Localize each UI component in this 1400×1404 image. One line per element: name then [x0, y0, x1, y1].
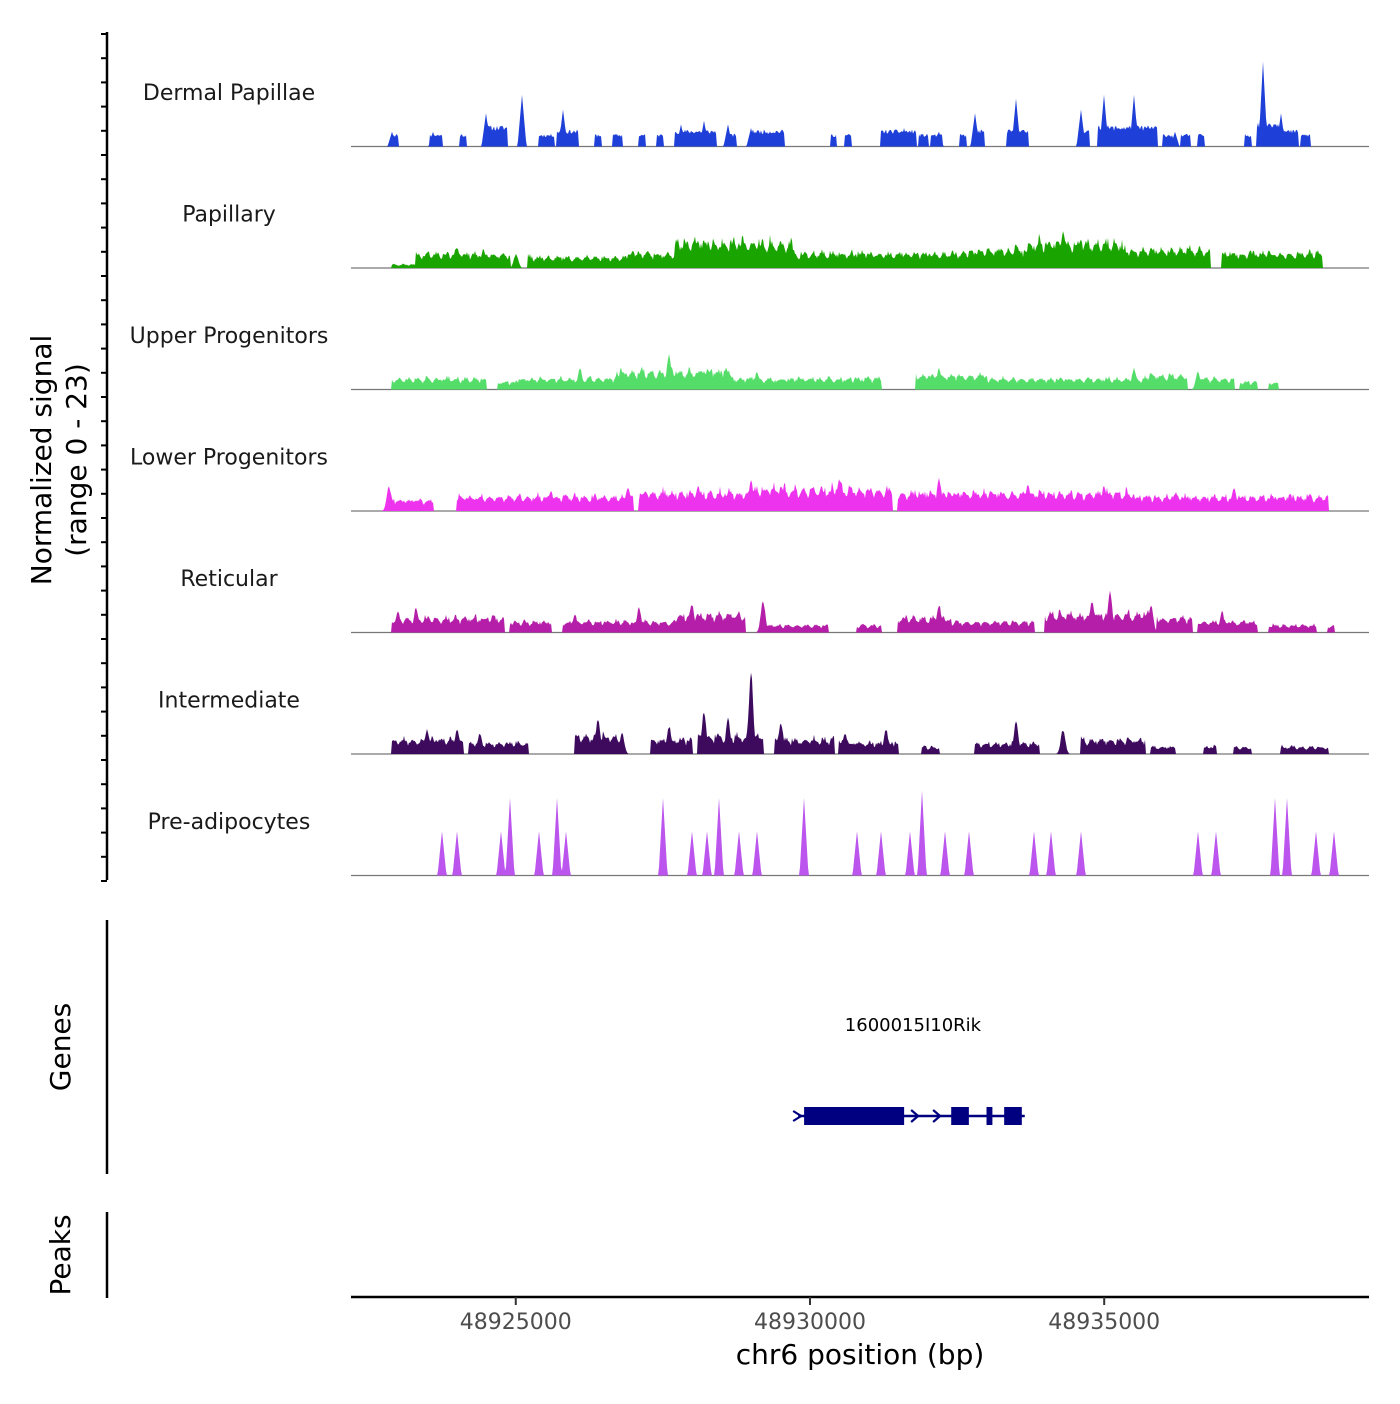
genes-panel-label: Genes [44, 1003, 77, 1091]
y-axis-range-label: (range 0 - 23) [60, 363, 93, 557]
gene-start-marker [793, 1111, 801, 1121]
track-lower-progenitors: Lower Progenitors [130, 446, 1369, 512]
signal-y-axis [101, 32, 107, 881]
gene-exon [987, 1107, 993, 1125]
track-label: Lower Progenitors [130, 446, 328, 471]
signal-tracks: Dermal Papillae Papillary Upper Progenitor… [130, 62, 1369, 876]
track-upper-progenitors: Upper Progenitors [130, 324, 1369, 390]
coverage-figure: Dermal Papillae Papillary Upper Progenitor… [0, 0, 1400, 1400]
track-label: Papillary [182, 203, 276, 228]
track-dermal-papillae: Dermal Papillae [143, 62, 1369, 147]
track-label: Dermal Papillae [143, 81, 315, 106]
peaks-panel-label: Peaks [44, 1214, 77, 1295]
x-tick-label: 48935000 [1048, 1310, 1160, 1335]
track-label: Upper Progenitors [130, 324, 329, 349]
gene-name-label: 1600015I10Rik [845, 1015, 982, 1036]
x-tick-label: 48925000 [460, 1310, 572, 1335]
coverage-area [351, 354, 1369, 389]
y-axis-title: Normalized signal [25, 335, 58, 586]
coverage-area [351, 791, 1369, 876]
track-label: Pre-adipocytes [148, 810, 311, 835]
track-label: Intermediate [158, 689, 300, 714]
coverage-area [351, 478, 1369, 511]
x-axis-ticks: 48925000 48930000 48935000 [460, 1297, 1160, 1335]
coverage-plot: Dermal Papillae Papillary Upper Progenitor… [0, 0, 1400, 1400]
track-reticular: Reticular [180, 567, 1369, 633]
gene-1600015i10rik: 1600015I10Rik [793, 1015, 1025, 1125]
gene-exon [951, 1107, 969, 1125]
gene-annotation-track: 1600015I10Rik [793, 1015, 1025, 1125]
gene-exon [1004, 1107, 1022, 1125]
gene-exon [804, 1107, 904, 1125]
coverage-area [351, 673, 1369, 754]
coverage-area [351, 62, 1369, 147]
coverage-area [351, 231, 1369, 268]
track-papillary: Papillary [182, 203, 1369, 269]
track-intermediate: Intermediate [158, 673, 1369, 754]
x-axis-title: chr6 position (bp) [736, 1338, 985, 1371]
coverage-area [351, 591, 1369, 633]
track-pre-adipocytes: Pre-adipocytes [148, 791, 1369, 876]
x-tick-label: 48930000 [754, 1310, 866, 1335]
track-label: Reticular [180, 567, 278, 592]
